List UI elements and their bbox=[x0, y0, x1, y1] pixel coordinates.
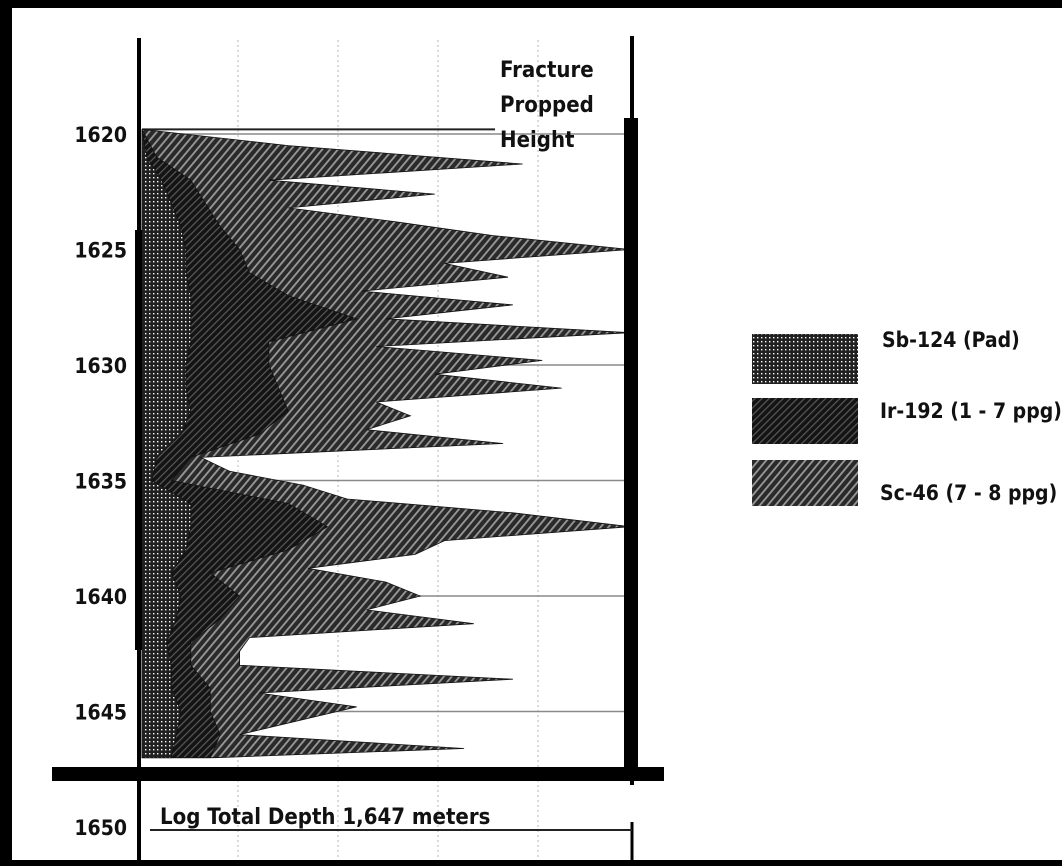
total-depth-bar bbox=[52, 767, 664, 781]
fracture-label-line-1: Fracture bbox=[500, 58, 594, 83]
y-tick-label-6: 1650 bbox=[74, 816, 127, 840]
left-axis-thick-segment bbox=[135, 230, 142, 650]
fracture-label-line-3: Height bbox=[500, 128, 575, 153]
legend-swatch-sc46 bbox=[752, 460, 858, 506]
series-areas bbox=[141, 129, 631, 759]
right-axis-thick-bar bbox=[624, 118, 638, 773]
fracture-annotation: Fracture Propped Height bbox=[500, 58, 594, 153]
legend-label-sc46: Sc-46 (7 - 8 ppg) bbox=[880, 481, 1057, 505]
axes bbox=[52, 36, 664, 860]
y-tick-labels: 1620 1625 1630 1635 1640 1645 1650 bbox=[74, 123, 127, 840]
total-depth-label: Log Total Depth 1,647 meters bbox=[160, 805, 490, 830]
y-tick-label-4: 1640 bbox=[74, 585, 127, 609]
legend-swatch-ir192 bbox=[752, 398, 858, 444]
legend: Sb-124 (Pad) Ir-192 (1 - 7 ppg) Sc-46 (7… bbox=[752, 328, 1062, 506]
y-tick-label-1: 1625 bbox=[74, 239, 127, 263]
legend-label-ir192: Ir-192 (1 - 7 ppg) bbox=[880, 399, 1062, 423]
y-tick-label-3: 1635 bbox=[74, 470, 127, 494]
y-tick-label-0: 1620 bbox=[74, 123, 127, 147]
fracture-label-line-2: Propped bbox=[500, 93, 594, 118]
y-tick-label-5: 1645 bbox=[74, 701, 127, 725]
legend-label-sb124: Sb-124 (Pad) bbox=[882, 328, 1020, 352]
y-tick-label-2: 1630 bbox=[74, 354, 127, 378]
area-series-1 bbox=[141, 129, 359, 759]
legend-swatch-sb124 bbox=[752, 334, 858, 384]
area-series-0 bbox=[141, 129, 192, 759]
